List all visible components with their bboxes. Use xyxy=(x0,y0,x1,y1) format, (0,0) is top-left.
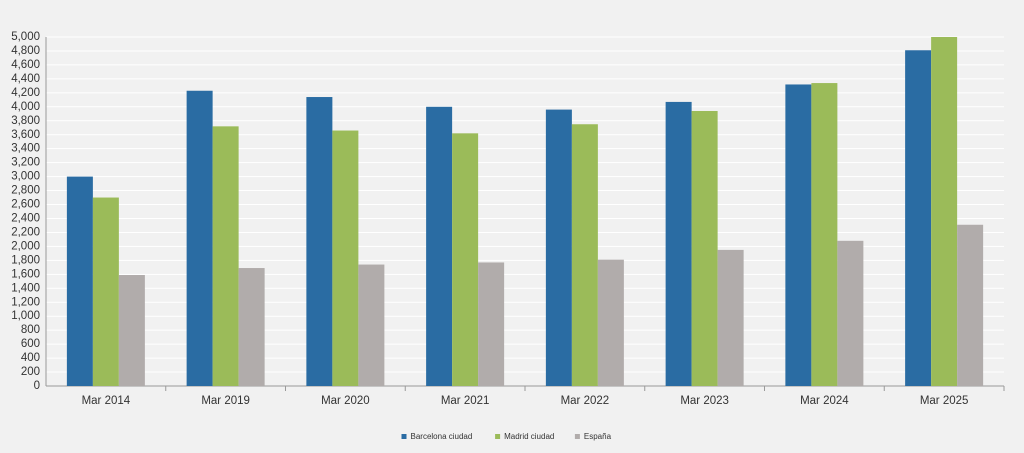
y-tick-label: 4,000 xyxy=(11,101,40,113)
bar xyxy=(545,109,572,386)
y-tick-label: 2,400 xyxy=(11,213,40,225)
y-tick-label: 1,800 xyxy=(11,254,40,266)
y-tick-label: 3,800 xyxy=(11,115,40,127)
bar xyxy=(186,90,213,386)
y-tick-label: 4,800 xyxy=(11,45,40,57)
y-tick-label: 3,200 xyxy=(11,157,40,169)
bar xyxy=(478,262,505,386)
bar xyxy=(332,130,359,386)
x-tick-label: Mar 2024 xyxy=(800,395,849,407)
y-tick-label: 4,200 xyxy=(11,87,40,99)
y-tick-label: 0 xyxy=(34,380,40,392)
y-tick-label: 2,800 xyxy=(11,185,40,197)
legend-label: Barcelona ciudad xyxy=(411,432,473,441)
bar xyxy=(66,176,93,386)
y-tick-label: 1,000 xyxy=(11,310,40,322)
y-tick-label: 2,600 xyxy=(11,199,40,211)
bar xyxy=(717,249,744,386)
x-tick-label: Mar 2021 xyxy=(441,395,490,407)
y-tick-label: 1,600 xyxy=(11,268,40,280)
x-tick-label: Mar 2023 xyxy=(680,395,729,407)
bar xyxy=(691,110,718,386)
x-tick-label: Mar 2022 xyxy=(561,395,610,407)
bar xyxy=(931,37,958,386)
legend-label: España xyxy=(584,432,612,441)
x-tick-label: Mar 2014 xyxy=(82,395,131,407)
y-tick-label: 3,600 xyxy=(11,129,40,141)
x-tick-label: Mar 2025 xyxy=(920,395,969,407)
bar xyxy=(238,268,265,386)
bar xyxy=(426,106,453,387)
bar xyxy=(785,84,812,387)
y-tick-label: 3,400 xyxy=(11,143,40,155)
bar xyxy=(905,50,932,387)
y-tick-label: 2,200 xyxy=(11,226,40,238)
bar xyxy=(597,259,624,386)
y-tick-label: 1,400 xyxy=(11,282,40,294)
legend-label: Madrid ciudad xyxy=(504,432,554,441)
y-tick-label: 600 xyxy=(21,338,40,350)
y-tick-label: 1,200 xyxy=(11,296,40,308)
legend-swatch xyxy=(574,434,580,439)
bar xyxy=(358,264,385,386)
y-tick-label: 4,600 xyxy=(11,59,40,71)
legend-swatch xyxy=(401,434,407,439)
legend-swatch xyxy=(495,434,501,439)
y-tick-label: 2,000 xyxy=(11,240,40,252)
x-tick-label: Mar 2020 xyxy=(321,395,370,407)
bar xyxy=(306,97,333,386)
y-tick-label: 5,000 xyxy=(11,31,40,43)
bar xyxy=(837,240,864,386)
y-tick-label: 4,400 xyxy=(11,73,40,85)
bar xyxy=(665,101,692,386)
y-tick-label: 200 xyxy=(21,366,40,378)
bar xyxy=(452,133,479,386)
y-tick-label: 3,000 xyxy=(11,171,40,183)
bar xyxy=(92,197,119,386)
y-tick-label: 400 xyxy=(21,352,40,364)
bar xyxy=(571,124,598,386)
bar xyxy=(118,275,145,386)
bar xyxy=(811,83,838,387)
x-tick-label: Mar 2019 xyxy=(201,395,250,407)
bar xyxy=(957,224,984,386)
bar xyxy=(212,126,239,387)
y-tick-label: 800 xyxy=(21,324,40,336)
